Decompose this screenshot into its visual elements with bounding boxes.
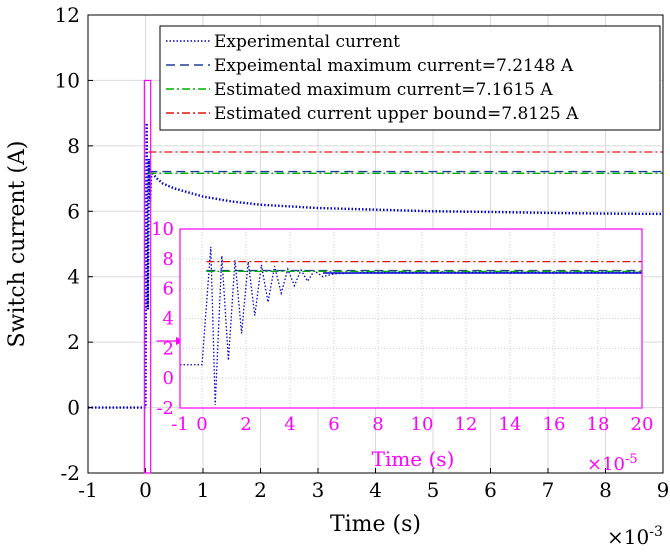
legend-entry-2: Estimated maximum current=7.1615 A	[214, 80, 553, 100]
main-y-tick-label: 0	[67, 396, 80, 420]
inset-y-tick-label: 8	[163, 249, 174, 270]
main-series-group	[88, 122, 664, 409]
legend-box	[159, 25, 661, 131]
inset-x-tick-label: 2	[240, 414, 251, 435]
main-y-tick-label: 10	[55, 68, 80, 92]
inset-x-exponent-power: -5	[625, 452, 638, 467]
inset-chart: -1 0 2 4 6 8 10 12 14 16 18 20 -2 0 2 4 6 8 10 Time (s) ×1…	[151, 219, 653, 475]
inset-plot-frame	[179, 228, 643, 409]
main-y-tick-label: 12	[55, 3, 80, 27]
inset-x-tick-label: 4	[284, 414, 295, 435]
inset-y-tick-label: 4	[163, 309, 174, 330]
main-y-tick-label: -2	[61, 461, 80, 485]
zoom-box	[143, 79, 152, 474]
legend-entry-1: Expeimental maximum current=7.2148 A	[214, 56, 574, 76]
main-x-tick-label: 1	[197, 478, 210, 502]
inset-y-tick-label: 2	[163, 338, 174, 359]
legend-entry-0: Experimental current	[214, 32, 400, 52]
main-x-tick-label: 9	[657, 478, 670, 502]
main-x-tick-label: 4	[369, 478, 382, 502]
main-x-tick-label: 6	[484, 478, 497, 502]
inset-x-tick-label: 10	[411, 414, 434, 435]
main-y-tick-label: 6	[67, 199, 80, 223]
main-x-exponent: ×10-3	[607, 524, 663, 549]
inset-x-tick-label: 6	[328, 414, 339, 435]
inset-x-tick-label: 18	[587, 414, 610, 435]
inset-x-tick-label: 8	[372, 414, 383, 435]
inset-x-tick-label: 12	[455, 414, 478, 435]
main-x-tick-label: 8	[599, 478, 612, 502]
inset-series-group	[180, 246, 642, 406]
inset-x-exponent: ×10-5	[587, 452, 638, 475]
main-x-exponent-base: ×10	[607, 525, 649, 549]
main-x-tick-label: 3	[312, 478, 325, 502]
inset-x-tick-label: 0	[196, 414, 207, 435]
legend: Experimental current Expeimental maximum …	[159, 25, 661, 131]
inset-series-line-0	[180, 246, 642, 406]
inset-y-tick-label: 0	[163, 368, 174, 389]
inset-x-tick-label: 14	[499, 414, 522, 435]
main-y-tick-label: 2	[67, 330, 80, 354]
inset-y-tick-label: -2	[156, 398, 174, 419]
main-x-tick-label: 7	[542, 478, 555, 502]
main-y-tick-label: 8	[67, 134, 80, 158]
legend-entry-3: Estimated current upper bound=7.8125 A	[214, 104, 579, 124]
inset-x-axis-label: Time (s)	[372, 447, 455, 471]
inset-tick-labels: -1 0 2 4 6 8 10 12 14 16 18 20 -2 0 2 4 6 8 10	[151, 219, 653, 435]
main-x-tick-label: 0	[139, 478, 152, 502]
main-y-tick-label: 4	[67, 265, 80, 289]
inset-x-exponent-base: ×10	[587, 454, 625, 475]
main-x-tick-label: 2	[254, 478, 267, 502]
inset-x-tick-label: -1	[171, 414, 189, 435]
main-x-tick-label: 5	[427, 478, 440, 502]
inset-x-tick-label: 20	[631, 414, 654, 435]
main-x-exponent-power: -3	[649, 524, 663, 540]
main-x-axis-label: Time (s)	[330, 512, 421, 537]
inset-x-tick-label: 16	[543, 414, 566, 435]
inset-y-tick-label: 10	[151, 219, 174, 240]
inset-y-tick-label: 6	[163, 279, 174, 300]
main-y-axis-label: Switch current (A)	[5, 141, 30, 348]
main-x-tick-label: -1	[78, 478, 97, 502]
